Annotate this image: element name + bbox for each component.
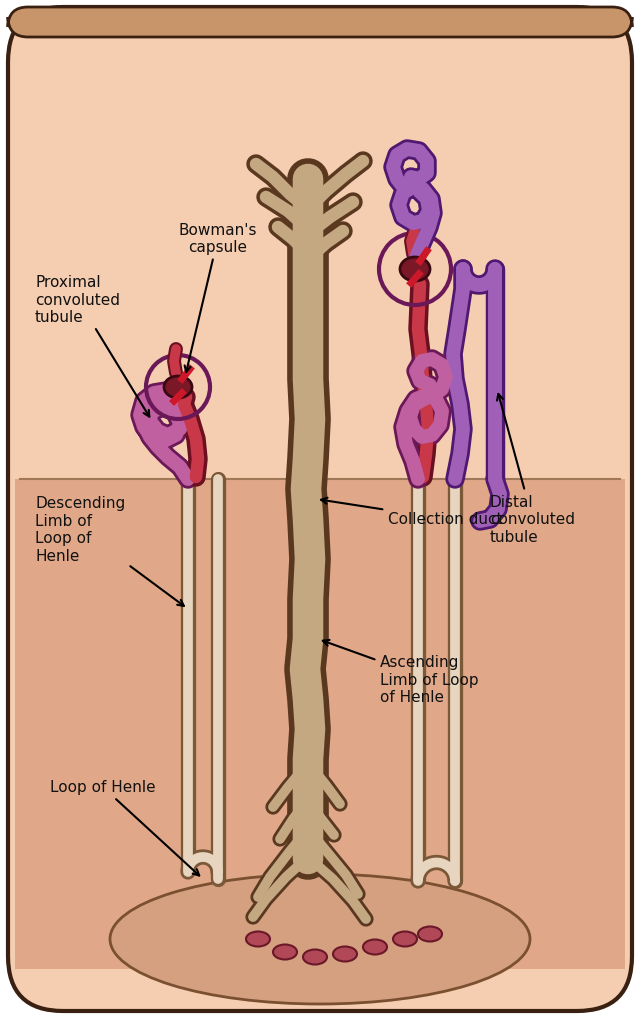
FancyBboxPatch shape [8,8,632,38]
Ellipse shape [303,950,327,965]
Text: Bowman's
capsule: Bowman's capsule [179,222,257,373]
Ellipse shape [333,947,357,962]
Text: Proximal
convoluted
tubule: Proximal convoluted tubule [35,275,149,417]
Ellipse shape [363,940,387,955]
Text: Ascending
Limb of Loop
of Henle: Ascending Limb of Loop of Henle [323,640,479,704]
Ellipse shape [246,931,270,947]
Ellipse shape [400,258,430,281]
Ellipse shape [273,945,297,960]
Ellipse shape [110,874,530,1004]
Text: Descending
Limb of
Loop of
Henle: Descending Limb of Loop of Henle [35,496,184,606]
Text: Collection duct: Collection duct [321,498,502,527]
Polygon shape [15,480,625,969]
Text: Loop of Henle: Loop of Henle [50,780,199,875]
FancyBboxPatch shape [8,8,632,1011]
Text: Distal
convoluted
tubule: Distal convoluted tubule [490,394,575,544]
Ellipse shape [418,926,442,942]
Ellipse shape [393,931,417,947]
Ellipse shape [164,377,192,398]
